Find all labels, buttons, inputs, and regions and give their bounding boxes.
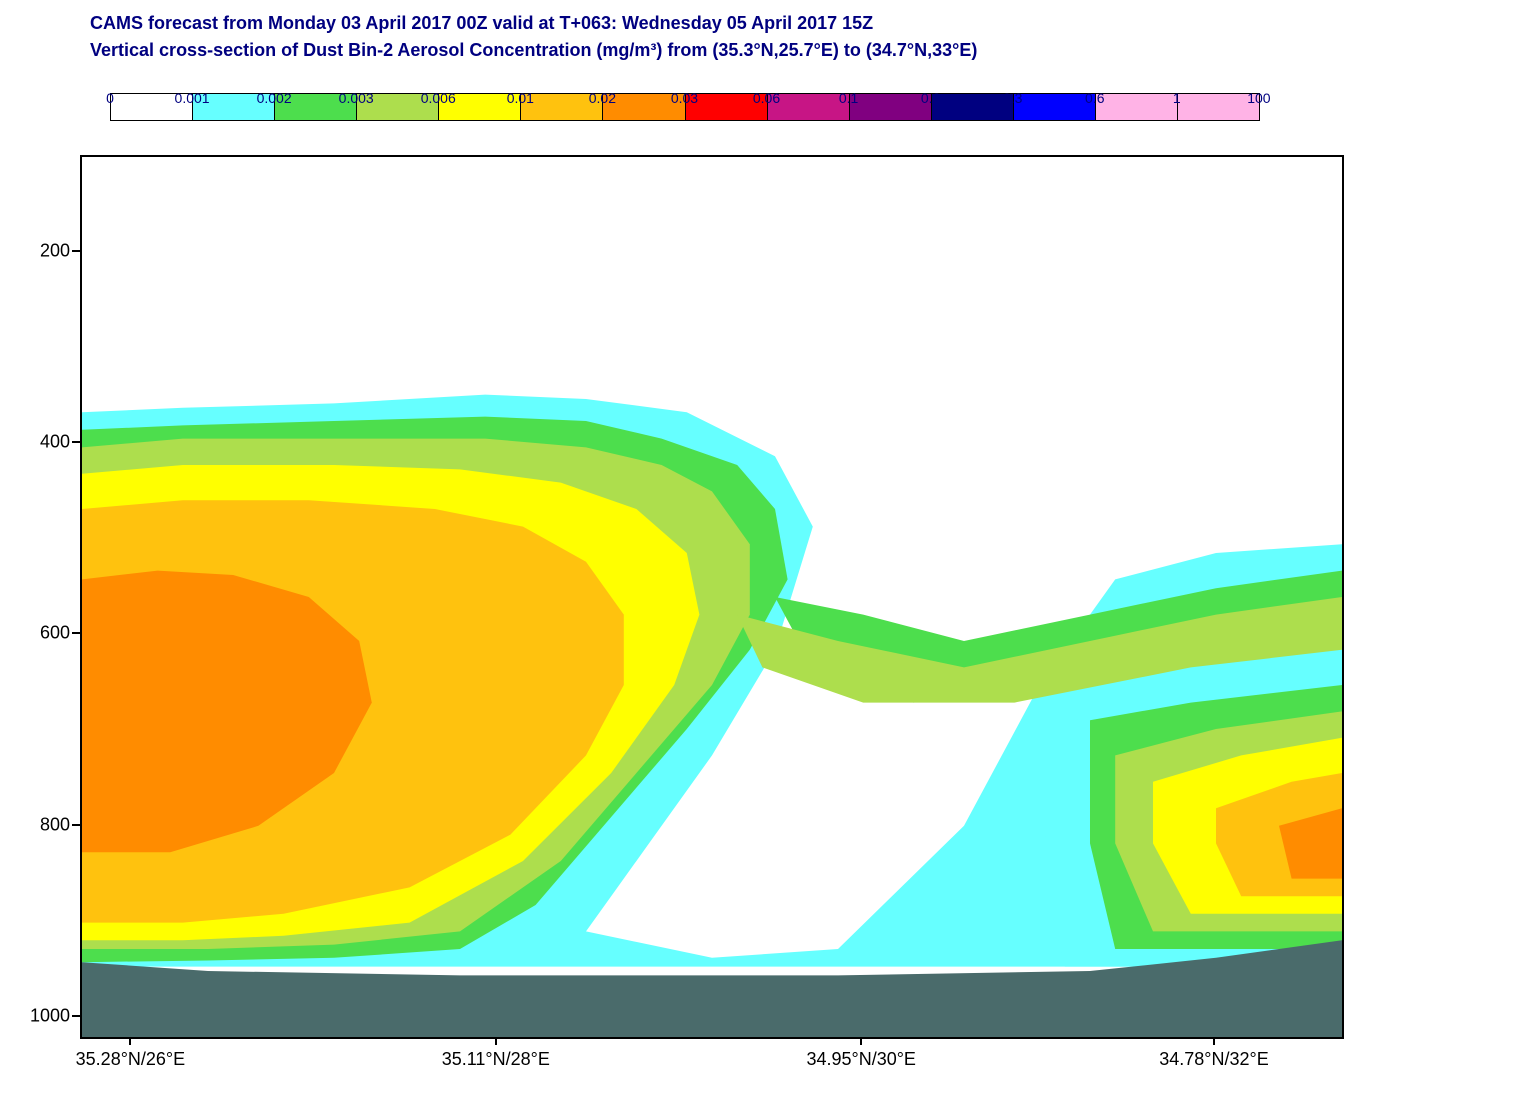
title-line-2: Vertical cross-section of Dust Bin-2 Aer… bbox=[90, 37, 977, 64]
x-tick-mark bbox=[129, 1037, 131, 1045]
y-tick-mark bbox=[72, 824, 80, 826]
x-tick-label: 34.78°N/32°E bbox=[1159, 1049, 1268, 1070]
y-tick-label: 400 bbox=[40, 431, 70, 452]
title-line-1: CAMS forecast from Monday 03 April 2017 … bbox=[90, 10, 977, 37]
x-tick-mark bbox=[495, 1037, 497, 1045]
y-tick-label: 800 bbox=[40, 814, 70, 835]
y-axis-ticks: 200 400 600 800 1000 bbox=[0, 155, 80, 1035]
x-tick-label: 34.95°N/30°E bbox=[806, 1049, 915, 1070]
x-tick-mark bbox=[860, 1037, 862, 1045]
y-tick-label: 600 bbox=[40, 623, 70, 644]
y-tick-mark bbox=[72, 1015, 80, 1017]
y-tick-mark bbox=[72, 441, 80, 443]
x-tick-label: 35.11°N/28°E bbox=[442, 1049, 550, 1070]
y-tick-label: 1000 bbox=[30, 1005, 70, 1026]
y-tick-mark bbox=[72, 632, 80, 634]
colorbar: 00.0010.0020.0030.0060.010.020.030.060.1… bbox=[110, 90, 1260, 121]
y-tick-label: 200 bbox=[40, 240, 70, 261]
plot-area bbox=[80, 155, 1344, 1039]
chart-title: CAMS forecast from Monday 03 April 2017 … bbox=[90, 10, 977, 64]
contour-svg bbox=[82, 157, 1342, 1037]
x-tick-label: 35.28°N/26°E bbox=[76, 1049, 185, 1070]
y-tick-mark bbox=[72, 250, 80, 252]
x-axis-ticks: 35.28°N/26°E35.11°N/28°E34.95°N/30°E34.7… bbox=[80, 1037, 1340, 1087]
x-tick-mark bbox=[1213, 1037, 1215, 1045]
